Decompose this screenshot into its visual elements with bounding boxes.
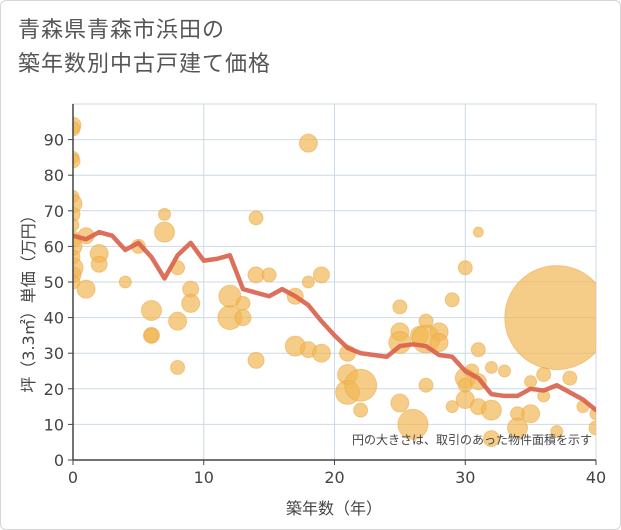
data-bubble — [158, 207, 172, 221]
data-bubble — [497, 364, 511, 378]
data-bubble — [480, 399, 502, 421]
y-tick-label: 0 — [54, 451, 64, 470]
data-bubble — [390, 393, 410, 413]
data-bubble — [470, 342, 486, 358]
data-bubble — [536, 367, 552, 383]
y-tick-label: 20 — [44, 380, 64, 399]
data-bubble — [90, 255, 108, 273]
y-tick-label: 30 — [44, 344, 64, 363]
trend-line-layer — [73, 229, 596, 413]
y-tick-label: 60 — [44, 237, 64, 256]
data-bubble — [550, 425, 564, 439]
y-tick-label: 90 — [44, 131, 64, 150]
data-bubble — [482, 430, 500, 448]
data-bubble — [312, 266, 330, 284]
data-bubble — [73, 121, 81, 137]
data-bubble — [457, 260, 473, 276]
data-bubble — [140, 299, 162, 321]
data-bubble — [301, 275, 315, 289]
data-bubble — [418, 377, 434, 393]
x-tick-label: 30 — [455, 468, 475, 487]
data-bubble — [444, 292, 460, 308]
data-bubble — [234, 309, 252, 327]
data-bubble — [154, 221, 176, 243]
x-tick-label: 0 — [68, 468, 78, 487]
y-axis-label: 坪（3.3㎡）単価（万円） — [19, 207, 38, 392]
data-bubble — [73, 218, 80, 232]
data-bubble — [235, 295, 251, 311]
data-bubble — [298, 133, 318, 153]
grid — [72, 103, 597, 461]
x-tick-label: 20 — [324, 468, 344, 487]
chart-title-line-1: 青森県青森市浜田の — [18, 18, 226, 43]
data-bubble — [397, 408, 429, 440]
tick-labels: 0 10 20 30 40 0 10 20 30 40 50 60 70 80 90 — [44, 131, 607, 487]
bubble-size-note: 円の大きさは、取引のあった物件面積を示す — [352, 432, 592, 447]
data-bubble — [521, 404, 541, 424]
data-bubble — [429, 333, 449, 353]
data-bubble — [181, 293, 201, 313]
x-tick-label: 10 — [194, 468, 214, 487]
data-bubble — [118, 275, 132, 289]
data-bubble — [73, 153, 81, 169]
y-tick-label: 80 — [44, 166, 64, 185]
data-bubble — [472, 226, 484, 238]
chart-title-line-2: 築年数別中古戸建て価格 — [18, 52, 272, 77]
data-bubble — [504, 265, 596, 371]
data-bubble — [344, 368, 378, 402]
data-bubble — [170, 359, 186, 375]
data-bubble — [353, 402, 369, 418]
y-tick-label: 50 — [44, 273, 64, 292]
data-bubble — [247, 351, 265, 369]
bubble-layer — [73, 116, 596, 448]
chart-title: 青森県青森市浜田の 築年数別中古戸建て価格 — [18, 14, 271, 82]
data-bubble — [392, 299, 408, 315]
data-bubble — [562, 370, 578, 386]
data-bubble — [143, 327, 159, 343]
data-bubble — [248, 210, 264, 226]
data-bubble — [168, 311, 188, 331]
data-bubble — [524, 375, 538, 389]
y-tick-label: 10 — [44, 415, 64, 434]
x-tick-label: 40 — [586, 468, 606, 487]
x-axis-label: 築年数（年） — [286, 499, 382, 518]
data-bubble — [588, 420, 596, 436]
y-tick-label: 40 — [44, 309, 64, 328]
average-price-line — [73, 229, 596, 413]
data-bubble — [507, 417, 529, 439]
data-bubble — [76, 279, 96, 299]
data-bubble — [73, 206, 81, 222]
data-bubble — [484, 360, 498, 374]
data-bubble — [445, 400, 459, 414]
data-bubble — [311, 343, 331, 363]
y-tick-label: 70 — [44, 202, 64, 221]
data-bubble — [261, 267, 277, 283]
